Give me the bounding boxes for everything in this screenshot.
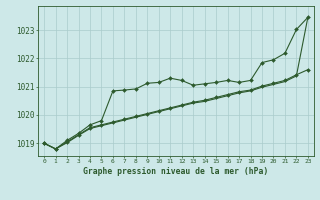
X-axis label: Graphe pression niveau de la mer (hPa): Graphe pression niveau de la mer (hPa) <box>84 167 268 176</box>
